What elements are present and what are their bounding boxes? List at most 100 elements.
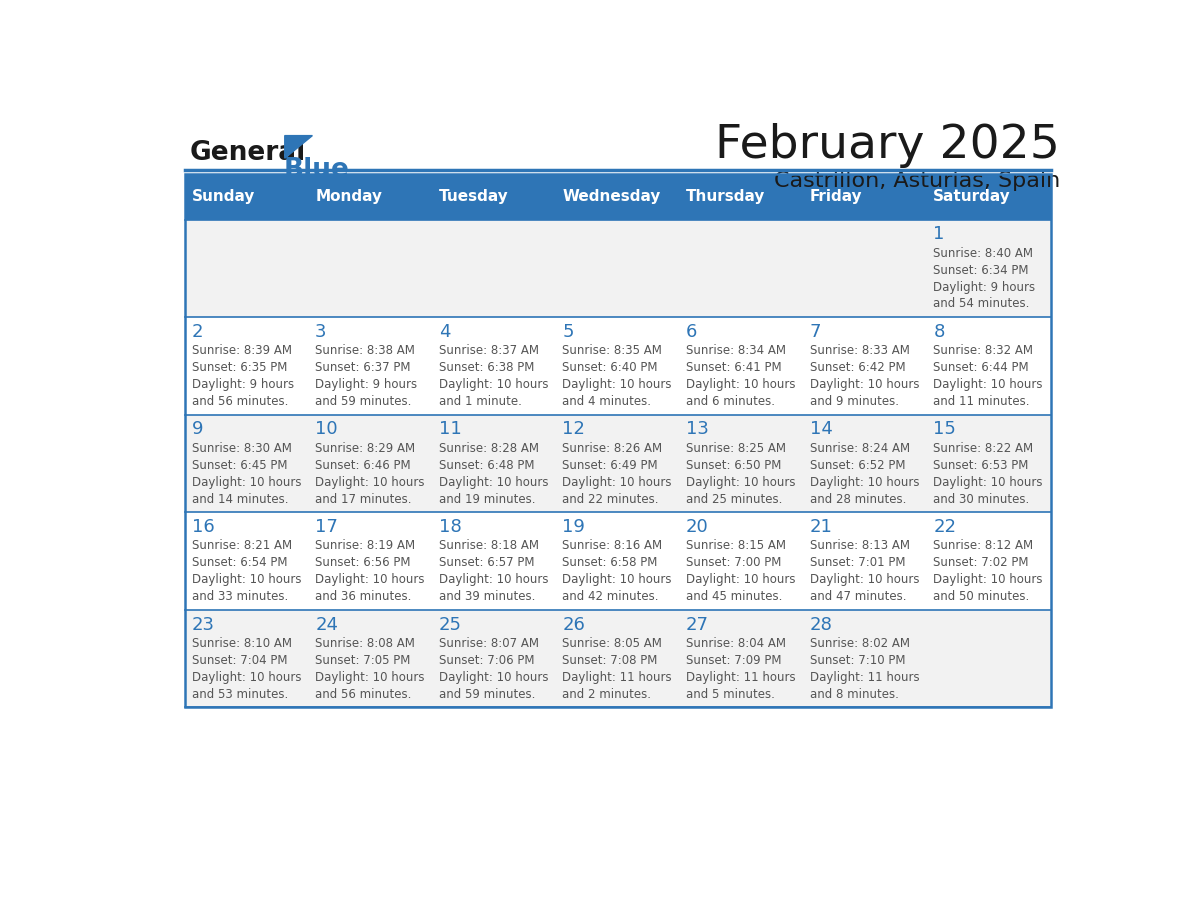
- Text: and 11 minutes.: and 11 minutes.: [934, 395, 1030, 408]
- Text: Daylight: 10 hours: Daylight: 10 hours: [438, 573, 549, 587]
- Bar: [185, 318, 309, 415]
- Bar: [927, 610, 1051, 708]
- Text: Sunset: 7:09 PM: Sunset: 7:09 PM: [685, 654, 782, 666]
- Text: 8: 8: [934, 323, 944, 341]
- Text: 2: 2: [191, 323, 203, 341]
- Text: and 42 minutes.: and 42 minutes.: [562, 590, 659, 603]
- Text: Daylight: 10 hours: Daylight: 10 hours: [685, 378, 796, 391]
- Bar: [185, 174, 1051, 219]
- Text: Sunrise: 8:32 AM: Sunrise: 8:32 AM: [934, 344, 1034, 357]
- Bar: [556, 318, 680, 415]
- Text: Daylight: 9 hours: Daylight: 9 hours: [191, 378, 293, 391]
- Text: 14: 14: [810, 420, 833, 439]
- Text: 15: 15: [934, 420, 956, 439]
- Bar: [309, 512, 432, 610]
- Text: and 56 minutes.: and 56 minutes.: [191, 395, 287, 408]
- Text: Sunrise: 8:29 AM: Sunrise: 8:29 AM: [315, 442, 416, 454]
- Text: and 4 minutes.: and 4 minutes.: [562, 395, 651, 408]
- Bar: [680, 512, 803, 610]
- Text: Daylight: 10 hours: Daylight: 10 hours: [810, 573, 920, 587]
- Text: and 50 minutes.: and 50 minutes.: [934, 590, 1030, 603]
- Bar: [556, 512, 680, 610]
- Text: Sunset: 6:58 PM: Sunset: 6:58 PM: [562, 556, 658, 569]
- Text: Sunrise: 8:38 AM: Sunrise: 8:38 AM: [315, 344, 415, 357]
- Text: Daylight: 9 hours: Daylight: 9 hours: [934, 281, 1036, 294]
- Text: Daylight: 10 hours: Daylight: 10 hours: [438, 476, 549, 488]
- Text: 21: 21: [810, 518, 833, 536]
- Text: 10: 10: [315, 420, 337, 439]
- Text: Sunrise: 8:40 AM: Sunrise: 8:40 AM: [934, 247, 1034, 260]
- Text: 11: 11: [438, 420, 461, 439]
- Text: Sunset: 6:49 PM: Sunset: 6:49 PM: [562, 459, 658, 472]
- Bar: [803, 610, 927, 708]
- Text: Daylight: 10 hours: Daylight: 10 hours: [315, 573, 424, 587]
- Text: Sunset: 7:02 PM: Sunset: 7:02 PM: [934, 556, 1029, 569]
- Bar: [927, 318, 1051, 415]
- Text: Sunrise: 8:28 AM: Sunrise: 8:28 AM: [438, 442, 539, 454]
- Bar: [803, 219, 927, 318]
- Bar: [432, 318, 556, 415]
- Text: 18: 18: [438, 518, 461, 536]
- Text: Sunrise: 8:08 AM: Sunrise: 8:08 AM: [315, 637, 415, 650]
- Text: Sunrise: 8:30 AM: Sunrise: 8:30 AM: [191, 442, 291, 454]
- Text: Sunrise: 8:04 AM: Sunrise: 8:04 AM: [685, 637, 786, 650]
- Text: Monday: Monday: [315, 189, 383, 204]
- Text: 6: 6: [685, 323, 697, 341]
- Text: Daylight: 10 hours: Daylight: 10 hours: [191, 671, 301, 684]
- Text: Daylight: 10 hours: Daylight: 10 hours: [562, 573, 672, 587]
- Bar: [556, 610, 680, 708]
- Text: Sunset: 6:41 PM: Sunset: 6:41 PM: [685, 361, 782, 375]
- Bar: [556, 219, 680, 318]
- Text: and 1 minute.: and 1 minute.: [438, 395, 522, 408]
- Bar: [556, 415, 680, 512]
- Text: and 59 minutes.: and 59 minutes.: [438, 688, 535, 700]
- Text: Castrillon, Asturias, Spain: Castrillon, Asturias, Spain: [773, 171, 1060, 191]
- Text: Sunday: Sunday: [191, 189, 255, 204]
- Text: and 19 minutes.: and 19 minutes.: [438, 493, 536, 506]
- Bar: [309, 318, 432, 415]
- Text: Sunrise: 8:25 AM: Sunrise: 8:25 AM: [685, 442, 786, 454]
- Text: Wednesday: Wednesday: [562, 189, 661, 204]
- Text: 24: 24: [315, 616, 339, 633]
- Text: Sunrise: 8:02 AM: Sunrise: 8:02 AM: [810, 637, 910, 650]
- Text: 7: 7: [810, 323, 821, 341]
- Text: and 39 minutes.: and 39 minutes.: [438, 590, 535, 603]
- Text: and 25 minutes.: and 25 minutes.: [685, 493, 783, 506]
- Text: Daylight: 10 hours: Daylight: 10 hours: [934, 573, 1043, 587]
- Text: Sunset: 7:00 PM: Sunset: 7:00 PM: [685, 556, 782, 569]
- Text: and 54 minutes.: and 54 minutes.: [934, 297, 1030, 310]
- Bar: [185, 174, 1051, 708]
- Text: Daylight: 9 hours: Daylight: 9 hours: [315, 378, 417, 391]
- Text: Sunrise: 8:19 AM: Sunrise: 8:19 AM: [315, 539, 416, 553]
- Bar: [432, 610, 556, 708]
- Text: Sunrise: 8:35 AM: Sunrise: 8:35 AM: [562, 344, 662, 357]
- Text: Sunset: 7:10 PM: Sunset: 7:10 PM: [810, 654, 905, 666]
- Text: Sunrise: 8:15 AM: Sunrise: 8:15 AM: [685, 539, 786, 553]
- Bar: [680, 610, 803, 708]
- Text: Sunrise: 8:18 AM: Sunrise: 8:18 AM: [438, 539, 539, 553]
- Text: Thursday: Thursday: [685, 189, 765, 204]
- Text: 27: 27: [685, 616, 709, 633]
- Bar: [927, 415, 1051, 512]
- Text: and 53 minutes.: and 53 minutes.: [191, 688, 287, 700]
- Bar: [803, 415, 927, 512]
- Text: Sunrise: 8:39 AM: Sunrise: 8:39 AM: [191, 344, 291, 357]
- Text: Sunset: 6:50 PM: Sunset: 6:50 PM: [685, 459, 782, 472]
- Text: 20: 20: [685, 518, 709, 536]
- Bar: [680, 318, 803, 415]
- Text: Sunset: 7:05 PM: Sunset: 7:05 PM: [315, 654, 411, 666]
- Text: Daylight: 10 hours: Daylight: 10 hours: [438, 378, 549, 391]
- Text: Sunrise: 8:16 AM: Sunrise: 8:16 AM: [562, 539, 663, 553]
- Text: Blue: Blue: [284, 157, 349, 183]
- Text: Sunrise: 8:26 AM: Sunrise: 8:26 AM: [562, 442, 663, 454]
- Text: Sunset: 7:08 PM: Sunset: 7:08 PM: [562, 654, 658, 666]
- Text: Sunset: 6:38 PM: Sunset: 6:38 PM: [438, 361, 535, 375]
- Bar: [803, 512, 927, 610]
- Text: 4: 4: [438, 323, 450, 341]
- Text: Sunset: 6:54 PM: Sunset: 6:54 PM: [191, 556, 287, 569]
- Bar: [803, 318, 927, 415]
- Text: and 33 minutes.: and 33 minutes.: [191, 590, 287, 603]
- Text: Sunset: 6:37 PM: Sunset: 6:37 PM: [315, 361, 411, 375]
- Text: Sunset: 6:46 PM: Sunset: 6:46 PM: [315, 459, 411, 472]
- Text: Sunrise: 8:37 AM: Sunrise: 8:37 AM: [438, 344, 539, 357]
